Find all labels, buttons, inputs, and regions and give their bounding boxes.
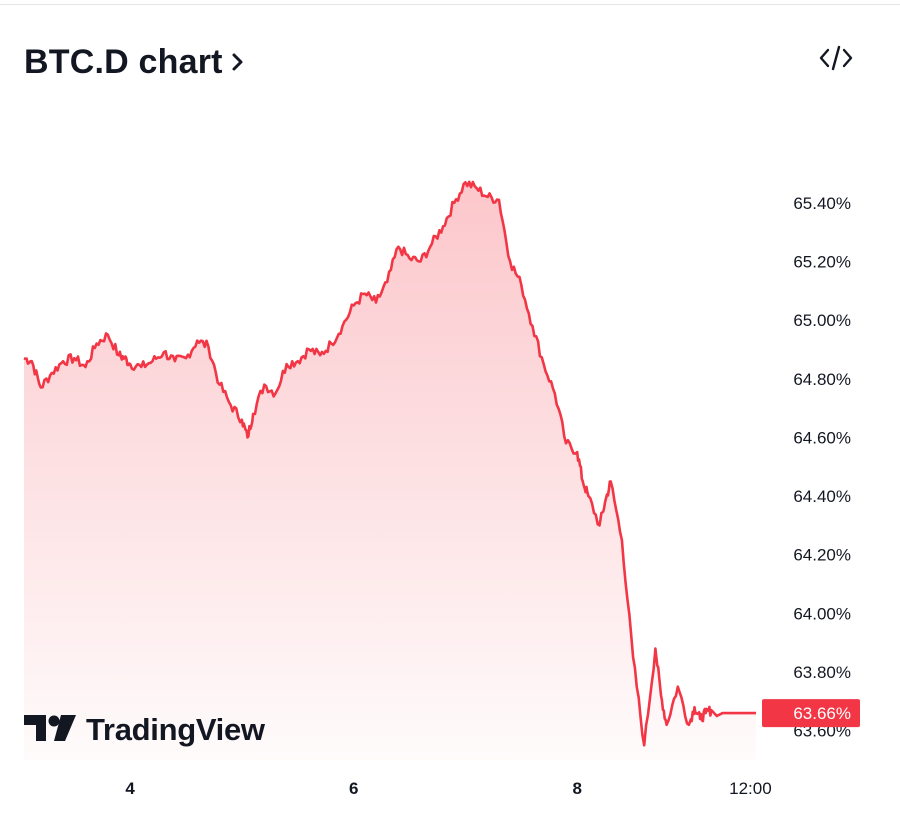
x-tick-label: 12:00 xyxy=(729,779,772,798)
y-tick-label: 65.00% xyxy=(793,311,851,330)
x-tick-label: 8 xyxy=(572,779,581,798)
chevron-right-icon xyxy=(229,51,247,73)
tradingview-logo-icon xyxy=(24,713,76,748)
last-price-label: 63.66% xyxy=(793,704,851,723)
embed-code-button[interactable] xyxy=(814,40,858,80)
y-tick-label: 64.20% xyxy=(793,546,851,565)
y-tick-label: 64.80% xyxy=(793,370,851,389)
x-tick-label: 6 xyxy=(349,779,358,798)
y-tick-label: 64.00% xyxy=(793,604,851,623)
y-tick-label: 65.40% xyxy=(793,194,851,213)
series-line xyxy=(23,180,757,747)
tradingview-logo: TradingView xyxy=(24,712,265,748)
x-tick-label: 4 xyxy=(125,779,135,798)
code-embed-icon xyxy=(818,43,854,78)
y-tick-label: 63.80% xyxy=(793,663,851,682)
y-tick-label: 64.40% xyxy=(793,487,851,506)
y-tick-label: 64.60% xyxy=(793,428,851,447)
page-title: BTC.D chart xyxy=(24,42,223,81)
top-divider xyxy=(0,4,900,5)
last-price-tag xyxy=(762,699,860,728)
area-fill xyxy=(24,181,756,761)
y-tick-label: 65.20% xyxy=(793,252,851,271)
chart-title-link[interactable]: BTC.D chart xyxy=(24,38,247,86)
tradingview-logo-text: TradingView xyxy=(86,712,265,747)
